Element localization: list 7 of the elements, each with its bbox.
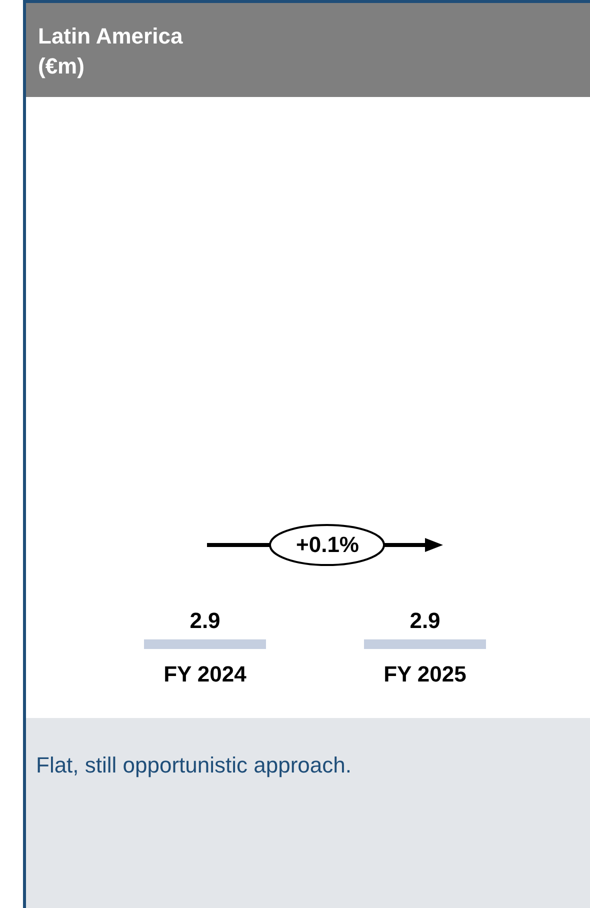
data-label: 2.9 [190, 608, 220, 633]
x-tick-label: FY 2025 [384, 662, 466, 686]
chart-title: Latin America (€m) [38, 24, 184, 78]
text: +0.1% [295, 531, 360, 559]
x-tick-label: FY 2024 [164, 662, 248, 686]
data-label: 2.9 [410, 608, 440, 633]
text: Flat, still opportunistic approach. [36, 752, 352, 778]
